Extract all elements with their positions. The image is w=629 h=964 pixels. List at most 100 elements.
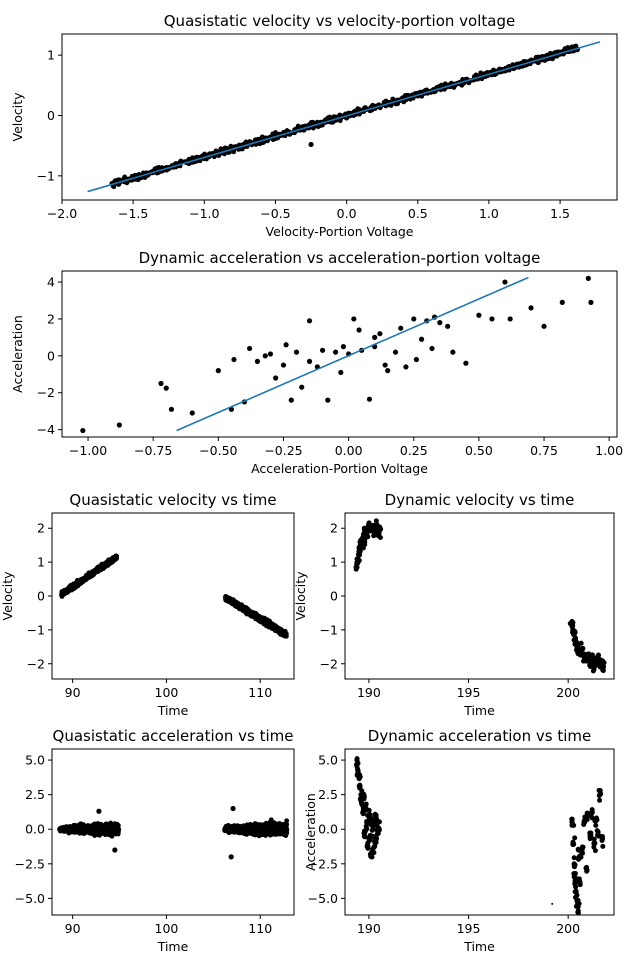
x-axis-label: Velocity-Portion Voltage (265, 224, 413, 239)
y-tick-label: 2 (330, 521, 338, 536)
data-point (364, 844, 370, 850)
data-point (593, 818, 599, 824)
data-point (385, 368, 391, 374)
data-point (375, 533, 381, 539)
data-point (356, 548, 362, 554)
data-point (398, 325, 404, 331)
data-point (267, 821, 273, 827)
data-point (263, 825, 268, 831)
data-point (229, 828, 234, 834)
data-point (270, 826, 276, 832)
data-point (70, 829, 75, 834)
data-point (450, 349, 456, 355)
x-tick-label: 1.00 (595, 443, 623, 458)
data-point (251, 832, 256, 837)
data-point (293, 349, 300, 355)
data-point (590, 668, 596, 674)
y-tick-label: −2 (27, 656, 45, 671)
data-point (584, 817, 590, 823)
data-point (373, 813, 379, 819)
y-tick-label: 0 (47, 348, 55, 363)
data-point (573, 884, 579, 890)
x-axis-label: Time (463, 939, 495, 954)
data-point (354, 762, 360, 768)
data-point (376, 525, 382, 531)
data-point (390, 96, 396, 102)
y-tick-label: −5.0 (15, 891, 45, 906)
y-tick-label: 0.0 (318, 822, 338, 837)
data-point (163, 385, 169, 391)
data-point (392, 349, 399, 355)
data-point (265, 621, 271, 626)
data-point (357, 783, 363, 789)
data-point (593, 661, 599, 667)
chart-qs_vel_vs_voltage: −2.0 −1.5 −1.0 −0.5 0.0 0.5 1.0 1.5 −1 0 1 Quasista… (10, 12, 618, 239)
data-point (102, 832, 108, 838)
data-point (244, 824, 249, 829)
data-point (502, 279, 508, 285)
data-point (403, 364, 409, 370)
y-tick-label: 1 (330, 555, 338, 570)
data-point (571, 841, 577, 847)
data-point (575, 910, 581, 915)
x-tick-label: 195 (457, 685, 481, 700)
data-point (595, 652, 601, 658)
x-tick-label: 110 (248, 921, 272, 936)
data-point (267, 351, 274, 357)
data-point (363, 823, 369, 829)
data-point (551, 902, 554, 905)
y-tick-label: −2.5 (308, 856, 338, 871)
data-point (189, 410, 195, 416)
data-point (429, 345, 435, 352)
data-point (254, 822, 260, 828)
data-point (592, 848, 598, 854)
chart-title: Dynamic acceleration vs acceleration-por… (139, 249, 541, 267)
data-point (158, 380, 164, 387)
plot-area (57, 805, 290, 860)
plot-area (353, 518, 607, 674)
data-point (572, 880, 578, 886)
data-point (189, 155, 195, 161)
y-tick-label: −2.5 (15, 856, 45, 871)
data-point (356, 327, 362, 333)
data-point (92, 569, 97, 574)
data-point (371, 533, 377, 539)
data-point (283, 342, 289, 348)
data-point (283, 825, 289, 830)
data-point (116, 422, 122, 428)
data-point (419, 93, 425, 99)
data-point (364, 534, 370, 540)
y-tick-label: 4 (47, 275, 55, 290)
data-point (445, 323, 451, 329)
data-point (78, 581, 83, 586)
data-point (541, 323, 547, 329)
data-point (600, 843, 606, 849)
plot-area (80, 275, 594, 434)
data-point (579, 850, 585, 856)
x-tick-label: 1.5 (550, 206, 570, 221)
data-point (276, 827, 282, 833)
data-point (581, 652, 587, 658)
data-point (580, 844, 586, 850)
y-tick-label: 0 (330, 589, 338, 604)
data-point (366, 807, 372, 813)
y-tick-label: 2.5 (318, 787, 338, 802)
data-point (418, 336, 425, 342)
data-point (97, 564, 102, 570)
x-tick-label: 195 (457, 921, 481, 936)
data-point (111, 555, 117, 561)
axes-frame (61, 270, 618, 438)
x-tick-label: 200 (556, 685, 580, 700)
x-tick-label: 100 (155, 685, 179, 700)
data-point (571, 874, 577, 880)
data-point (559, 299, 565, 305)
x-tick-label: 0.50 (465, 443, 493, 458)
x-tick-label: −0.5 (260, 206, 290, 221)
data-point (596, 787, 602, 793)
data-point (71, 823, 77, 828)
data-point (273, 375, 279, 381)
data-point (234, 603, 240, 609)
data-point (254, 358, 261, 364)
data-point (571, 631, 577, 637)
data-point (585, 275, 591, 281)
